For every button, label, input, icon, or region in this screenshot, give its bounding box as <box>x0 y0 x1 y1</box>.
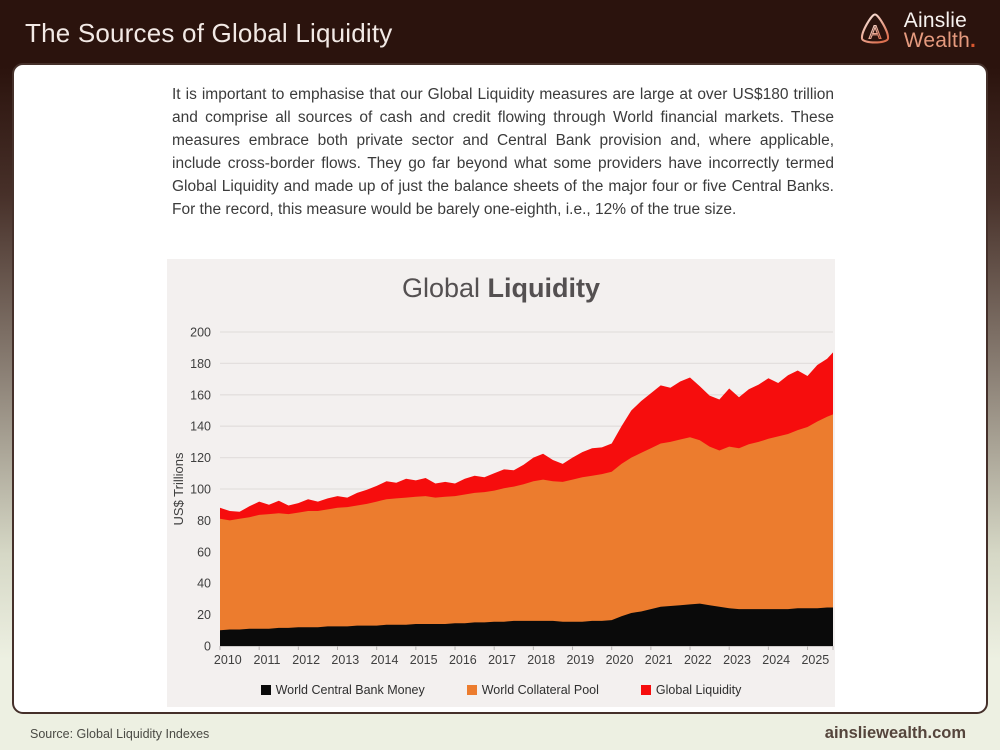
svg-text:140: 140 <box>190 420 211 434</box>
svg-text:2019: 2019 <box>566 653 594 667</box>
svg-text:A: A <box>869 23 881 43</box>
svg-text:200: 200 <box>190 326 211 340</box>
page-title: The Sources of Global Liquidity <box>25 18 393 48</box>
legend-item-central-bank-money: World Central Bank Money <box>260 683 425 697</box>
stacked-area-plot: 0 20 40 60 80 100 120 140 160 180 200 2010 2011 2012 2… <box>171 326 834 667</box>
svg-text:2016: 2016 <box>449 653 477 667</box>
content-panel: It is important to emphasise that our Gl… <box>12 63 988 714</box>
svg-text:60: 60 <box>197 545 211 559</box>
svg-text:2011: 2011 <box>254 653 281 667</box>
svg-text:2020: 2020 <box>606 653 634 667</box>
svg-text:40: 40 <box>197 577 211 591</box>
legend-item-collateral-pool: World Collateral Pool <box>466 683 599 697</box>
svg-text:2018: 2018 <box>527 653 555 667</box>
intro-paragraph: It is important to emphasise that our Gl… <box>172 86 834 218</box>
svg-text:US$ Trillions: US$ Trillions <box>171 452 186 525</box>
svg-text:2015: 2015 <box>410 653 438 667</box>
website-link[interactable]: ainsliewealth.com <box>824 724 966 742</box>
svg-text:160: 160 <box>190 388 211 402</box>
svg-text:2017: 2017 <box>488 653 516 667</box>
svg-text:100: 100 <box>190 483 211 497</box>
source-note: Source: Global Liquidity Indexes <box>30 727 210 741</box>
svg-text:2025: 2025 <box>801 653 829 667</box>
svg-text:80: 80 <box>197 514 211 528</box>
global-liquidity-chart: Global Liquidity 0 20 40 60 80 100 120 140 160 18… <box>167 259 835 707</box>
chart-title: Global Liquidity <box>401 273 601 303</box>
brand-logo: A Ainslie Wealth. <box>855 9 976 52</box>
svg-text:2010: 2010 <box>214 653 242 667</box>
ainslie-logo-icon: A <box>860 13 889 44</box>
brand-name: Ainslie Wealth. <box>903 9 976 52</box>
legend-swatch-black <box>260 685 271 695</box>
svg-text:2012: 2012 <box>292 653 320 667</box>
chart-legend: World Central Bank Money World Collatera… <box>167 683 835 697</box>
legend-swatch-red <box>640 685 651 695</box>
svg-text:2013: 2013 <box>331 653 359 667</box>
legend-swatch-orange <box>466 685 477 695</box>
svg-text:2021: 2021 <box>645 653 673 667</box>
svg-text:2014: 2014 <box>371 653 399 667</box>
legend-item-global-liquidity: Global Liquidity <box>640 683 741 697</box>
svg-text:180: 180 <box>190 357 211 371</box>
svg-text:120: 120 <box>190 451 211 465</box>
svg-text:2023: 2023 <box>723 653 751 667</box>
svg-text:20: 20 <box>197 608 211 622</box>
svg-text:0: 0 <box>204 640 211 654</box>
header-bar: The Sources of Global Liquidity A Ainsli… <box>0 0 1000 62</box>
svg-text:2024: 2024 <box>762 653 790 667</box>
svg-text:2022: 2022 <box>684 653 712 667</box>
